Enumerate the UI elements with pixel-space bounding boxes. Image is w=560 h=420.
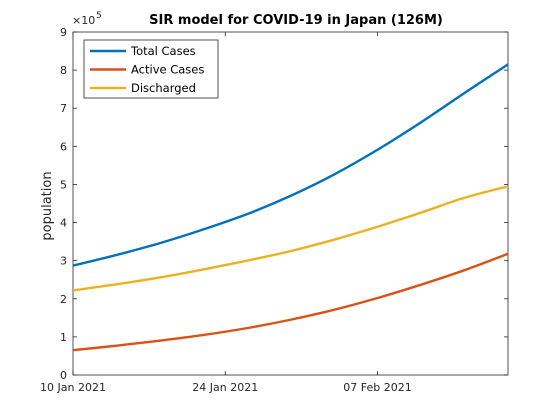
y-tick-label: 8 [60,64,67,77]
x-tick-label: 07 Feb 2021 [343,381,411,394]
series-line-discharged [72,185,509,292]
y-tick-label: 0 [60,369,67,382]
y-tick-label: 9 [60,26,67,39]
y-axis-ticks: 0 1 2 3 4 5 6 7 8 9 [60,26,508,382]
y-tick-label: 5 [60,178,67,191]
y-tick-label: 2 [60,293,67,306]
y-axis-label: population [40,171,55,240]
y-tick-label: 3 [60,255,67,268]
x-axis-ticks: 10 Jan 2021 24 Jan 2021 07 Feb 2021 [40,32,412,394]
legend-label-total-cases: Total Cases [130,44,196,58]
legend-label-active-cases: Active Cases [131,63,204,77]
series-line-total-cases [72,63,509,267]
y-exponent-power: 5 [96,11,102,21]
y-exponent: ×10 5 [72,11,102,27]
y-tick-label: 7 [60,102,67,115]
y-tick-label: 1 [60,331,67,344]
y-tick-label: 4 [60,217,67,230]
y-tick-label: 6 [60,140,67,153]
x-tick-label: 24 Jan 2021 [192,381,258,394]
series-line-active-cases [72,252,509,352]
chart-title: SIR model for COVID-19 in Japan (126M) [149,13,443,28]
legend-label-discharged: Discharged [131,81,196,95]
y-exponent-base: ×10 [72,14,95,27]
x-tick-label: 10 Jan 2021 [40,381,106,394]
series-lines [72,63,509,352]
legend: Total Cases Active Cases Discharged [83,39,219,99]
